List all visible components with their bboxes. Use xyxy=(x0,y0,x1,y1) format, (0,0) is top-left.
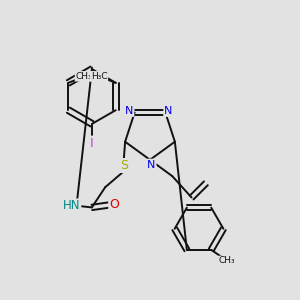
Text: N: N xyxy=(147,160,156,170)
Text: N: N xyxy=(164,106,172,116)
Text: I: I xyxy=(90,137,94,150)
Text: HN: HN xyxy=(63,200,80,212)
Text: O: O xyxy=(109,198,119,211)
Text: CH₃: CH₃ xyxy=(219,256,236,266)
Text: CH₃: CH₃ xyxy=(76,72,92,81)
Text: H₃C: H₃C xyxy=(91,72,107,81)
Text: N: N xyxy=(125,106,134,116)
Text: S: S xyxy=(120,159,128,172)
